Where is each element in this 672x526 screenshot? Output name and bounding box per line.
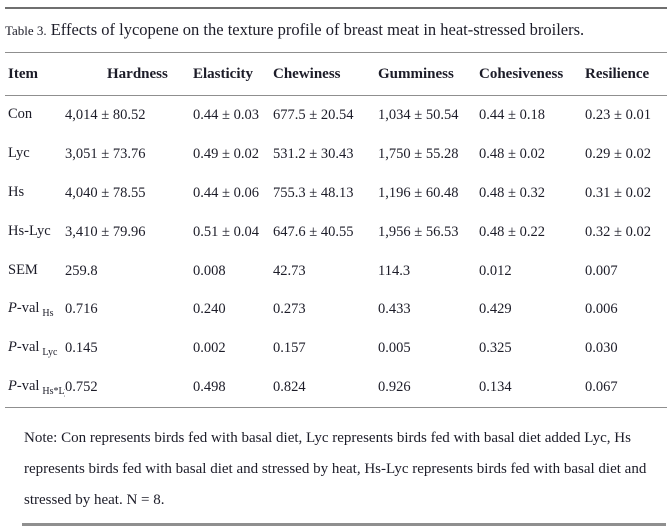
table-note: Note: Con represents birds fed with basa… xyxy=(24,430,647,509)
cell: 755.3 ± 48.13 xyxy=(273,184,354,201)
cell: 0.498 xyxy=(193,368,273,409)
table-row-lyc: Lyc 3,051 ± 73.76 0.49 ± 0.02 531.2 ± 30… xyxy=(5,135,667,174)
row-label-text: Lyc xyxy=(8,144,30,161)
row-label-subscript: Hs xyxy=(42,308,54,320)
col-header-hardness: Hardness xyxy=(65,52,193,96)
row-label: SEM xyxy=(5,252,65,291)
col-header-item: Item xyxy=(5,52,65,96)
cell: 0.752 xyxy=(65,368,193,409)
row-label-italic: P xyxy=(8,378,17,395)
cell: 0.067 xyxy=(585,368,667,409)
header-row: Item Hardness Elasticity Chewiness Gummi… xyxy=(5,52,667,96)
cell: 0.002 xyxy=(193,340,226,357)
cell: 0.44 ± 0.18 xyxy=(479,106,545,123)
cell: 4,014 ± 80.52 xyxy=(65,106,146,123)
row-label-italic: P xyxy=(8,300,17,317)
cell: 0.005 xyxy=(378,340,411,357)
row-label-text: -val xyxy=(16,339,40,356)
texture-profile-table: Item Hardness Elasticity Chewiness Gummi… xyxy=(5,52,667,409)
cell: 42.73 xyxy=(273,262,306,279)
cell: 0.926 xyxy=(378,368,479,409)
col-header-elasticity: Elasticity xyxy=(193,52,273,96)
table-caption-text: Effects of lycopene on the texture profi… xyxy=(50,20,585,39)
row-label: Lyc xyxy=(5,135,65,174)
cell: 647.6 ± 40.55 xyxy=(273,223,354,240)
table-caption-number: Table 3. xyxy=(5,23,47,38)
cell: 1,750 ± 55.28 xyxy=(378,145,459,162)
col-header-resilience: Resilience xyxy=(585,52,667,96)
cell: 0.32 ± 0.02 xyxy=(585,223,651,240)
row-label-subscript: Lyc xyxy=(42,347,58,359)
cell: 1,034 ± 50.54 xyxy=(378,106,459,123)
cell: 0.157 xyxy=(273,340,306,357)
row-label: P-val Lyc xyxy=(5,329,65,368)
table-row-pval-hs: P-val Hs 0.716 0.240 0.273 0.433 0.429 0.… xyxy=(5,290,667,329)
row-label-text: -val xyxy=(16,378,40,395)
cell: 0.006 xyxy=(585,301,618,318)
cell: 0.145 xyxy=(65,340,98,357)
cell: 0.030 xyxy=(585,340,618,357)
cell: 3,410 ± 79.96 xyxy=(65,223,146,240)
cell: 3,051 ± 73.76 xyxy=(65,145,146,162)
row-label: P-val Hs xyxy=(5,290,65,329)
table-row-hs-lyc: Hs-Lyc 3,410 ± 79.96 0.51 ± 0.04 647.6 ±… xyxy=(5,213,667,252)
row-label-italic: P xyxy=(8,339,17,356)
cell: 114.3 xyxy=(378,262,411,279)
cell: 0.48 ± 0.22 xyxy=(479,223,545,240)
cell: 531.2 ± 30.43 xyxy=(273,145,354,162)
col-header-cohesiveness: Cohesiveness xyxy=(479,52,585,96)
cell: 0.48 ± 0.32 xyxy=(479,184,545,201)
row-label-text: SEM xyxy=(8,261,38,278)
cell: 0.716 xyxy=(65,301,98,318)
row-label-subscript: Hs*Lyc xyxy=(42,386,65,398)
cell: 0.273 xyxy=(273,301,306,318)
row-label-text: -val xyxy=(16,300,40,317)
cell: 0.23 ± 0.01 xyxy=(585,106,651,123)
table-row-con: Con 4,014 ± 80.52 0.44 ± 0.03 677.5 ± 20… xyxy=(5,96,667,135)
row-label-text: Hs-Lyc xyxy=(8,222,51,239)
table-header: Item Hardness Elasticity Chewiness Gummi… xyxy=(5,52,667,96)
row-label: Con xyxy=(5,96,65,135)
cell: 0.824 xyxy=(273,368,378,409)
cell: 259.8 xyxy=(65,262,98,279)
cell: 0.31 ± 0.02 xyxy=(585,184,651,201)
cell: 0.325 xyxy=(479,340,512,357)
cell: 0.433 xyxy=(378,301,411,318)
cell: 0.240 xyxy=(193,301,226,318)
table-row-hs: Hs 4,040 ± 78.55 0.44 ± 0.06 755.3 ± 48.… xyxy=(5,174,667,213)
row-label-text: Con xyxy=(8,106,33,122)
cell: 0.49 ± 0.02 xyxy=(193,145,259,162)
table-row-sem: SEM 259.8 0.008 42.73 114.3 0.012 0.007 xyxy=(5,252,667,291)
col-header-chewiness: Chewiness xyxy=(273,52,378,96)
row-label: Hs xyxy=(5,174,65,213)
cell: 0.44 ± 0.03 xyxy=(193,106,259,123)
top-rule xyxy=(5,7,667,9)
cell: 1,196 ± 60.48 xyxy=(378,184,459,201)
cell: 0.51 ± 0.04 xyxy=(193,223,259,240)
table-caption: Table 3. Effects of lycopene on the textu… xyxy=(5,18,666,42)
cell: 0.008 xyxy=(193,262,226,279)
cell: 0.29 ± 0.02 xyxy=(585,145,651,162)
cell: 0.134 xyxy=(479,368,585,409)
cell: 0.48 ± 0.02 xyxy=(479,145,545,162)
row-label: Hs-Lyc xyxy=(5,213,65,252)
cell: 4,040 ± 78.55 xyxy=(65,184,146,201)
cell: 0.429 xyxy=(479,301,512,318)
cell: 1,956 ± 56.53 xyxy=(378,223,459,240)
row-label-text: Hs xyxy=(8,183,25,200)
table-row-pval-lyc: P-val Lyc 0.145 0.002 0.157 0.005 0.325 0… xyxy=(5,329,667,368)
col-header-gumminess: Gumminess xyxy=(378,52,479,96)
cell: 0.44 ± 0.06 xyxy=(193,184,259,201)
cell: 0.012 xyxy=(479,262,512,279)
table-body: Con 4,014 ± 80.52 0.44 ± 0.03 677.5 ± 20… xyxy=(5,96,667,409)
cell: 677.5 ± 20.54 xyxy=(273,106,354,123)
cell: 0.007 xyxy=(585,262,618,279)
